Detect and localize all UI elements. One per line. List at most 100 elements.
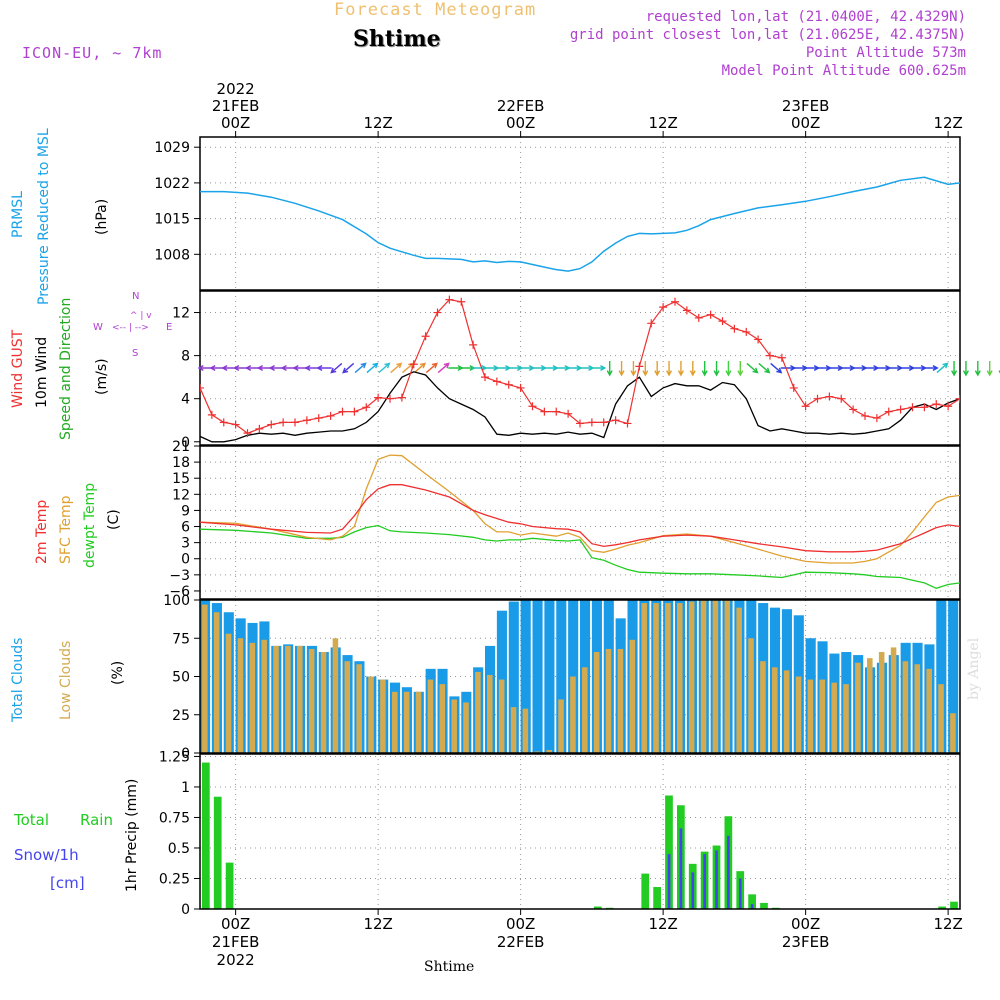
wind-arrow (677, 361, 684, 377)
requested-point: requested lon,lat (21.0400E, 42.4329N) (645, 9, 966, 25)
compass-s: S (132, 348, 138, 359)
y-tick-label: 18 (172, 455, 190, 471)
temp-label-2m: 2m Temp (34, 500, 50, 564)
time-label-bottom: 12Z (933, 915, 962, 933)
gust-marker (884, 407, 893, 416)
low-cloud-bar (878, 652, 885, 753)
compass-w: W (93, 322, 103, 333)
wind-arrow (654, 361, 661, 377)
low-cloud-bar (249, 642, 256, 753)
time-label-top: 12Z (363, 114, 392, 132)
precip-label-rain: Rain (80, 811, 113, 829)
gust-marker (896, 405, 905, 414)
gust-marker (528, 402, 537, 411)
rain-bar (202, 762, 210, 909)
low-cloud-bar (273, 645, 279, 753)
gust-marker (861, 411, 869, 420)
rain-bar (938, 906, 946, 909)
total-cloud-bar (544, 600, 555, 753)
model-altitude: Model Point Altitude 600.625m (721, 63, 966, 79)
gust-marker (386, 394, 394, 403)
rain-bar (225, 862, 234, 909)
clouds-label-low: Low Clouds (58, 641, 74, 720)
y-tick-label: 0 (181, 435, 190, 451)
wind-arrow (725, 361, 732, 377)
low-cloud-bar (736, 607, 742, 753)
pressure-label-prmsl: PRMSL (10, 191, 26, 238)
low-cloud-bar (760, 661, 766, 753)
time-label-top: 2022 (217, 80, 255, 98)
wind-arrow (606, 361, 613, 377)
gust-marker (587, 418, 596, 427)
wind-arrow (425, 362, 438, 374)
gust-marker (837, 394, 846, 403)
low-cloud-bar (677, 603, 683, 753)
time-label-bottom: 00Z (791, 915, 820, 933)
low-cloud-bar (356, 664, 362, 753)
y-tick-label: 0.5 (168, 841, 190, 857)
clouds-y-ticks: 0 25 50 75 100 (163, 593, 200, 762)
gust-marker (635, 362, 644, 371)
snow-bar (715, 850, 718, 909)
low-cloud-bar (308, 648, 315, 753)
wind-arrow (701, 361, 708, 377)
low-cloud-bar (867, 658, 873, 753)
snow-bar (703, 854, 706, 909)
wind-arrow (713, 361, 720, 377)
clouds-panel: 0 25 50 75 100 Total Clouds Low Clouds (%) (10, 593, 961, 762)
wind-arrow (986, 361, 993, 377)
low-cloud-bar (819, 679, 826, 753)
precip-label-total: Total (13, 811, 49, 829)
time-label-top: 00Z (221, 114, 250, 132)
compass-n: N (132, 291, 139, 302)
gust-marker (279, 418, 288, 427)
low-cloud-bar (558, 699, 564, 753)
gust-marker (516, 383, 525, 392)
wind-arrow (618, 361, 625, 377)
y-tick-label: 3 (181, 536, 190, 552)
precip-unit-label: 1hr Precip (mm) (124, 779, 140, 892)
low-cloud-bar (641, 603, 647, 753)
wind-arrow (758, 362, 771, 374)
y-tick-label: 0 (181, 746, 190, 762)
gust-marker (789, 383, 798, 392)
compass-e: E (166, 322, 172, 333)
gust-marker (326, 411, 335, 420)
gust-marker (956, 394, 960, 403)
y-tick-label: 9 (181, 503, 190, 519)
gust-marker (421, 332, 430, 341)
footer-location-label: Shtime (424, 959, 475, 975)
wind-arrow (378, 362, 391, 374)
gust-marker (540, 407, 549, 416)
temp-label-dewpt: dewpt Temp (82, 483, 98, 568)
y-tick-label: −6 (169, 584, 190, 600)
wind-arrow (737, 361, 744, 377)
low-cloud-bar (605, 648, 612, 753)
y-tick-label: 0 (181, 902, 190, 918)
time-label-top: 12Z (933, 114, 962, 132)
low-cloud-bar (855, 662, 861, 753)
low-cloud-bar (783, 670, 790, 753)
y-tick-label: 75 (172, 631, 190, 647)
gust-marker (813, 394, 822, 403)
time-label-bottom: 21FEB (212, 933, 259, 951)
low-cloud-bar (392, 691, 398, 753)
y-tick-label: 50 (172, 670, 190, 686)
precip-label-cm: [cm] (50, 874, 85, 892)
low-cloud-bar (415, 691, 422, 753)
clouds-label-total: Total Clouds (10, 638, 26, 723)
y-tick-label: 6 (181, 520, 190, 536)
gust-marker (659, 303, 668, 312)
gust-marker (231, 420, 240, 429)
gust-marker (219, 418, 228, 427)
temperature-panel-frame (199, 445, 961, 600)
gust-marker (255, 424, 264, 433)
gust-marker (350, 407, 359, 416)
rain-bar (950, 901, 958, 909)
wind-arrow (770, 362, 783, 374)
y-tick-label: 12 (172, 306, 190, 322)
low-cloud-bar (510, 707, 517, 753)
low-cloud-bar (748, 638, 754, 753)
